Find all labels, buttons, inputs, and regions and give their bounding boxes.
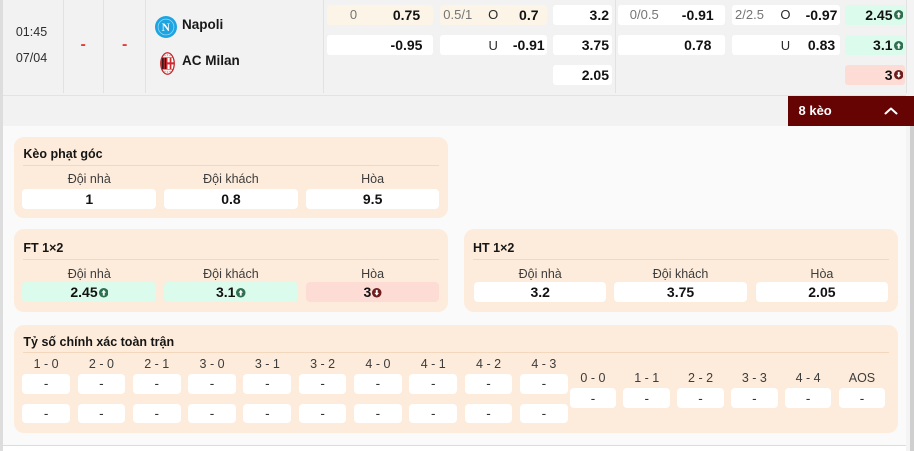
svg-text:N: N — [162, 21, 171, 33]
